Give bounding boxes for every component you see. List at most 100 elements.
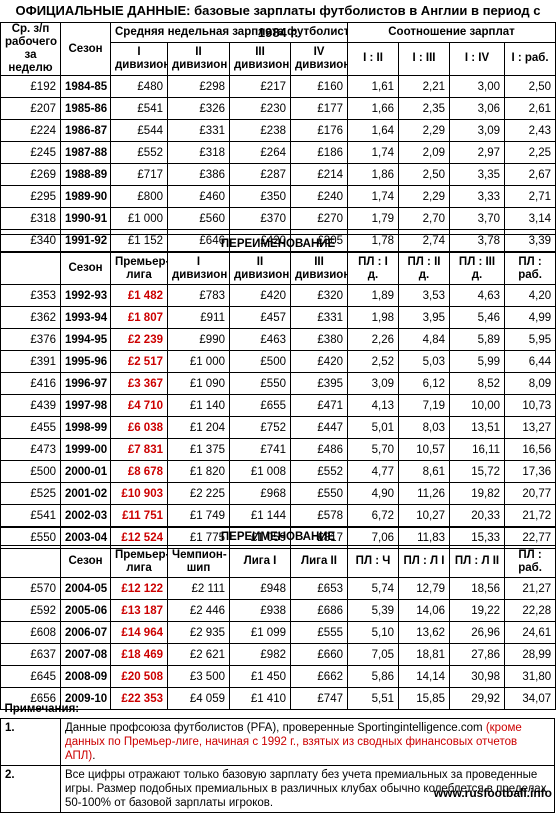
value-cell: £662	[290, 665, 348, 688]
value-cell: £968	[229, 482, 291, 505]
worker-wage-cell: £637	[0, 643, 61, 666]
worker-wage-cell: £224	[0, 119, 61, 142]
ratio-cell: 5,39	[347, 599, 399, 622]
worker-wage-cell: £570	[0, 577, 61, 600]
subheader-row: I дивизион II дивизион III дивизион IV диви…	[1, 41, 556, 77]
value-cell: £326	[167, 97, 230, 120]
value-cell: £447	[290, 416, 348, 439]
table-row: £391 1995-96 £2 517 £1 000 £500 £420 2,52 5,03 5…	[0, 350, 556, 373]
value-cell: £2 935	[167, 621, 230, 644]
value-cell: £800	[110, 185, 168, 208]
value-cell: £544	[110, 119, 168, 142]
premier-league-cell: £1 482	[110, 284, 168, 307]
table-2004-2010: ПЕРЕИМЕНОВАНИЕ Сезон Премьер-лига Чемпион-…	[0, 527, 556, 710]
ratio-cell: 1,98	[347, 306, 399, 329]
ratio-cell: 8,61	[398, 460, 450, 483]
ratio-cell: 4,77	[347, 460, 399, 483]
ratio-cell: 15,72	[449, 460, 505, 483]
worker-wage-cell: £207	[0, 97, 61, 120]
site-watermark[interactable]: www.rusfootball.info	[433, 786, 552, 800]
value-cell: £2 225	[167, 482, 230, 505]
column-header: III дивизион	[290, 252, 348, 285]
value-cell: £177	[290, 97, 348, 120]
ratio-cell: 1,66	[347, 97, 399, 120]
premier-league-cell: £8 678	[110, 460, 168, 483]
ratio-cell: 3,53	[398, 284, 450, 307]
ratio-cell: 28,99	[503, 643, 556, 666]
table-row: £592 2005-06 £13 187 £2 446 £938 £686 5,39 14,0…	[0, 599, 556, 622]
ratio-cell: 3,09	[449, 119, 505, 142]
value-cell: £1 749	[167, 504, 230, 527]
ratio-cell: 2,52	[347, 350, 399, 373]
ratio-header: I : II	[347, 41, 399, 77]
table-row: £192 1984-85 £480 £298 £217 £160 1,61 2,21 3,00 2…	[0, 75, 556, 98]
page-title: ОФИЦИАЛЬНЫЕ ДАННЫЕ: базовые зарплаты фут…	[15, 3, 541, 40]
ratio-cell: 21,27	[503, 577, 556, 600]
ratio-cell: 2,67	[503, 163, 556, 186]
season-cell: 2001-02	[60, 482, 111, 505]
table-row: £455 1998-99 £6 038 £1 204 £752 £447 5,01 8,03 1…	[0, 416, 556, 439]
ratio-cell: 30,98	[449, 665, 505, 688]
ratio-cell: 4,20	[503, 284, 556, 307]
ratio-cell: 2,70	[398, 207, 450, 230]
value-cell: £560	[167, 207, 230, 230]
ratio-cell: 2,29	[398, 185, 450, 208]
column-header: Премьер-лига	[110, 252, 168, 285]
ratio-cell: 18,56	[449, 577, 505, 600]
value-cell: £395	[290, 372, 348, 395]
value-cell: £238	[229, 119, 291, 142]
season-cell: 2000-01	[60, 460, 111, 483]
ratio-cell: 8,09	[503, 372, 556, 395]
ratio-cell: 31,80	[503, 665, 556, 688]
value-cell: £741	[229, 438, 291, 461]
ratio-cell: 26,96	[449, 621, 505, 644]
column-header: Сезон	[60, 545, 111, 578]
season-cell: 2005-06	[60, 599, 111, 622]
notes-heading: Примечания:	[0, 700, 555, 719]
table-row: £439 1997-98 £4 710 £1 140 £655 £471 4,13 7,19 1…	[0, 394, 556, 417]
season-cell: 1985-86	[60, 97, 111, 120]
premier-league-cell: £14 964	[110, 621, 168, 644]
ratio-cell: 2,43	[503, 119, 556, 142]
column-header: Лига I	[229, 545, 291, 578]
column-header: I дивизион	[167, 252, 230, 285]
value-cell: £176	[290, 119, 348, 142]
value-cell: £214	[290, 163, 348, 186]
worker-wage-cell: £439	[0, 394, 61, 417]
value-cell: £287	[229, 163, 291, 186]
ratio-cell: 2,26	[347, 328, 399, 351]
note-number: 2.	[0, 765, 61, 813]
ratio-cell: 5,89	[449, 328, 505, 351]
table-row: £416 1996-97 £3 367 £1 090 £550 £395 3,09 6,12 8…	[0, 372, 556, 395]
worker-wage-cell: £362	[0, 306, 61, 329]
premier-league-cell: £12 122	[110, 577, 168, 600]
ratio-cell: 1,61	[347, 75, 399, 98]
division-header: I дивизион	[110, 41, 168, 77]
value-cell: £990	[167, 328, 230, 351]
ratio-cell: 16,11	[449, 438, 505, 461]
worker-wage-cell: £592	[0, 599, 61, 622]
header-row: Сезон Премьер-лига I дивизион II дивизион II…	[0, 252, 556, 285]
premier-league-cell: £20 508	[110, 665, 168, 688]
ratio-cell: 13,27	[503, 416, 556, 439]
season-cell: 1984-85	[60, 75, 111, 98]
ratio-cell: 4,90	[347, 482, 399, 505]
premier-league-cell: £10 903	[110, 482, 168, 505]
ratio-cell: 5,95	[503, 328, 556, 351]
worker-wage-cell: £318	[0, 207, 61, 230]
ratio-cell: 1,74	[347, 141, 399, 164]
season-cell: 2004-05	[60, 577, 111, 600]
table-row: £318 1990-91 £1 000 £560 £370 £270 1,79 2,70 3,7…	[0, 207, 556, 230]
value-cell: £186	[290, 141, 348, 164]
season-cell: 1987-88	[60, 141, 111, 164]
value-cell: £480	[110, 75, 168, 98]
value-cell: £1 000	[110, 207, 168, 230]
ratio-cell: 27,86	[449, 643, 505, 666]
ratio-cell: 7,19	[398, 394, 450, 417]
ratio-cell: 4,13	[347, 394, 399, 417]
ratio-cell: 8,03	[398, 416, 450, 439]
premier-league-cell: £13 187	[110, 599, 168, 622]
rename-label: ПЕРЕИМЕНОВАНИЕ	[0, 527, 556, 546]
ratio-cell: 1,79	[347, 207, 399, 230]
season-cell: 1994-95	[60, 328, 111, 351]
